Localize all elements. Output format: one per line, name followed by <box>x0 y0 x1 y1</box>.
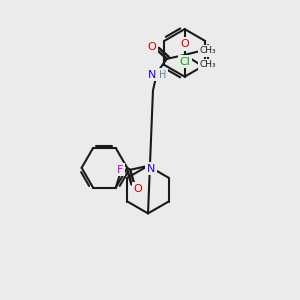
Text: F: F <box>117 165 123 175</box>
Text: Cl: Cl <box>179 57 190 67</box>
Text: H: H <box>159 70 167 80</box>
Text: CH₃: CH₃ <box>199 60 216 69</box>
Text: O: O <box>134 184 142 194</box>
Text: N: N <box>147 164 155 174</box>
Text: O: O <box>180 39 189 49</box>
Text: O: O <box>148 42 156 52</box>
Text: CH₃: CH₃ <box>199 46 216 56</box>
Text: N: N <box>148 70 156 80</box>
